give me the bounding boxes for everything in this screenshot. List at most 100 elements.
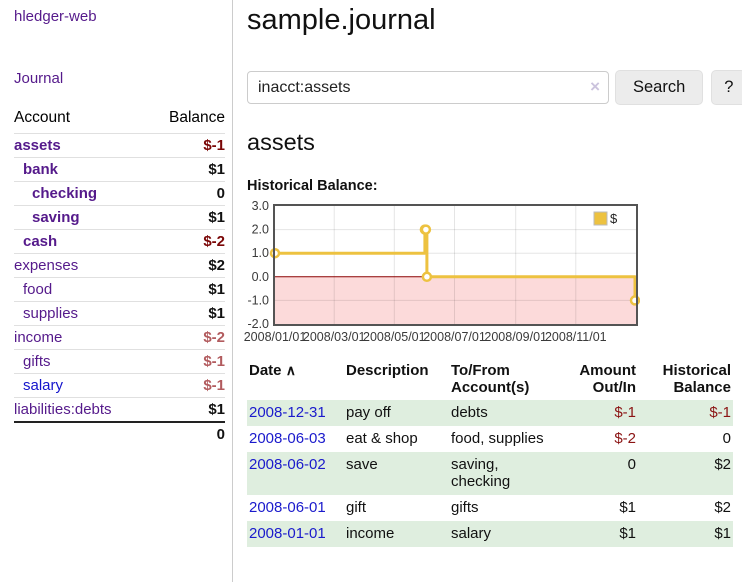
account-heading: assets bbox=[247, 129, 315, 155]
clear-search-icon[interactable]: × bbox=[590, 77, 600, 96]
transaction-date-link[interactable]: 2008-01-01 bbox=[249, 525, 326, 542]
transaction-accounts: saving, checking bbox=[451, 456, 511, 490]
account-balance: $1 bbox=[208, 401, 225, 418]
svg-text:2008/09/01: 2008/09/01 bbox=[484, 330, 547, 344]
transaction-row: 2008-06-01 gift gifts $1 $2 bbox=[247, 495, 733, 521]
account-balance: $-1 bbox=[203, 137, 225, 154]
account-row: supplies $1 bbox=[14, 301, 225, 326]
transaction-balance: $2 bbox=[714, 499, 731, 516]
account-balance: 0 bbox=[216, 185, 225, 202]
transaction-accounts: gifts bbox=[451, 499, 479, 516]
account-balance: $1 bbox=[208, 209, 225, 226]
account-balance: $1 bbox=[208, 161, 225, 178]
transaction-description: eat & shop bbox=[346, 430, 418, 447]
svg-text:2008/11/01: 2008/11/01 bbox=[545, 330, 607, 344]
account-row: gifts $-1 bbox=[14, 349, 225, 374]
transaction-description: save bbox=[346, 456, 378, 473]
transaction-description: pay off bbox=[346, 404, 391, 421]
transaction-amount: $-1 bbox=[614, 404, 636, 421]
transaction-row: 2008-12-31 pay off debts $-1 $-1 bbox=[247, 400, 733, 426]
svg-text:-1.0: -1.0 bbox=[247, 293, 269, 307]
svg-text:2008/03/01: 2008/03/01 bbox=[303, 330, 366, 344]
transaction-amount: $-2 bbox=[614, 430, 636, 447]
search-button[interactable]: Search bbox=[615, 70, 704, 105]
main-content: sample.journal × Search ? assets Histori… bbox=[233, 0, 742, 582]
account-row: bank $1 bbox=[14, 157, 225, 182]
sidebar-nav: Journal bbox=[14, 70, 225, 88]
svg-text:2008/07/01: 2008/07/01 bbox=[423, 330, 486, 344]
search-input[interactable] bbox=[247, 71, 609, 104]
svg-text:$: $ bbox=[610, 211, 618, 226]
chart-title: Historical Balance: bbox=[247, 178, 378, 194]
account-balance: $-2 bbox=[203, 329, 225, 346]
description-column-header: Description bbox=[346, 362, 429, 379]
account-link[interactable]: liabilities:debts bbox=[14, 401, 112, 418]
svg-text:0.0: 0.0 bbox=[252, 270, 269, 284]
account-row: cash $-2 bbox=[14, 229, 225, 254]
account-row: salary $-1 bbox=[14, 373, 225, 398]
account-balance: $2 bbox=[208, 257, 225, 274]
balance-column-header-txn: Historical Balance bbox=[662, 362, 731, 396]
transaction-accounts: salary bbox=[451, 525, 492, 542]
transactions-header-row: Date ∧ Description To/From Account(s) Am… bbox=[247, 360, 733, 400]
account-row: expenses $2 bbox=[14, 253, 225, 278]
transaction-balance: $1 bbox=[714, 525, 731, 542]
transaction-accounts: debts bbox=[451, 404, 488, 421]
search-input-wrap: × bbox=[247, 71, 609, 104]
account-row: food $1 bbox=[14, 277, 225, 302]
sort-ascending-icon: ∧ bbox=[285, 362, 296, 378]
account-column-header: Account bbox=[14, 109, 71, 126]
transaction-balance: $2 bbox=[714, 456, 731, 473]
account-link[interactable]: food bbox=[23, 281, 53, 298]
account-link[interactable]: salary bbox=[23, 377, 64, 394]
transaction-row: 2008-06-03 eat & shop food, supplies $-2 0 bbox=[247, 426, 733, 452]
historical-balance-chart[interactable]: $3.0 2.0 1.0 0.0 -1.0 -2.0 2008/01/01 2008/03/0… bbox=[242, 201, 742, 347]
accounts-total-row: 0 bbox=[14, 422, 225, 446]
transaction-date-link[interactable]: 2008-06-01 bbox=[249, 499, 326, 516]
account-row: assets $-1 bbox=[14, 133, 225, 158]
transactions-table: Date ∧ Description To/From Account(s) Am… bbox=[247, 360, 733, 547]
help-button[interactable]: ? bbox=[711, 70, 742, 105]
transaction-row: 2008-01-01 income salary $1 $1 bbox=[247, 521, 733, 547]
transaction-description: gift bbox=[346, 499, 367, 516]
nav-journal-link[interactable]: Journal bbox=[14, 70, 64, 87]
account-link[interactable]: saving bbox=[32, 209, 80, 226]
accounts-table: Account Balance assets $-1 bank $1 checking 0… bbox=[14, 105, 225, 446]
accounts-total-value: 0 bbox=[216, 426, 225, 443]
svg-text:-2.0: -2.0 bbox=[247, 317, 269, 331]
chart-svg[interactable]: $3.0 2.0 1.0 0.0 -1.0 -2.02008/01/012008/03/0… bbox=[242, 201, 640, 347]
account-link[interactable]: income bbox=[14, 329, 63, 346]
svg-text:1.0: 1.0 bbox=[252, 246, 269, 260]
svg-text:2008/05/01: 2008/05/01 bbox=[363, 330, 426, 344]
account-balance: $-2 bbox=[203, 233, 225, 250]
account-link[interactable]: gifts bbox=[23, 353, 51, 370]
transaction-amount: 0 bbox=[627, 456, 636, 473]
sidebar: hledger-web Journal Account Balance asse… bbox=[0, 0, 233, 582]
page-title: sample.journal bbox=[247, 4, 436, 36]
account-link[interactable]: bank bbox=[23, 161, 59, 178]
account-link[interactable]: expenses bbox=[14, 257, 79, 274]
svg-text:2.0: 2.0 bbox=[252, 223, 269, 237]
transaction-description: income bbox=[346, 525, 395, 542]
account-balance: $1 bbox=[208, 281, 225, 298]
account-link[interactable]: supplies bbox=[23, 305, 79, 322]
account-link[interactable]: checking bbox=[32, 185, 98, 202]
transaction-date-link[interactable]: 2008-12-31 bbox=[249, 404, 326, 421]
balance-column-header: Balance bbox=[168, 109, 225, 126]
transaction-date-link[interactable]: 2008-06-03 bbox=[249, 430, 326, 447]
account-row: checking 0 bbox=[14, 181, 225, 206]
account-row: liabilities:debts $1 bbox=[14, 397, 225, 423]
brand-link[interactable]: hledger-web bbox=[14, 8, 97, 25]
transaction-accounts: food, supplies bbox=[451, 430, 544, 447]
account-balance: $-1 bbox=[203, 353, 225, 370]
transaction-amount: $1 bbox=[619, 499, 636, 516]
account-balance: $-1 bbox=[203, 377, 225, 394]
account-link[interactable]: cash bbox=[23, 233, 58, 250]
amount-column-header: Amount Out/In bbox=[579, 362, 636, 396]
date-column-header[interactable]: Date ∧ bbox=[249, 362, 296, 379]
search-form: × Search ? bbox=[247, 70, 742, 105]
transaction-date-link[interactable]: 2008-06-02 bbox=[249, 456, 326, 473]
account-row: saving $1 bbox=[14, 205, 225, 230]
account-link[interactable]: assets bbox=[14, 137, 61, 154]
